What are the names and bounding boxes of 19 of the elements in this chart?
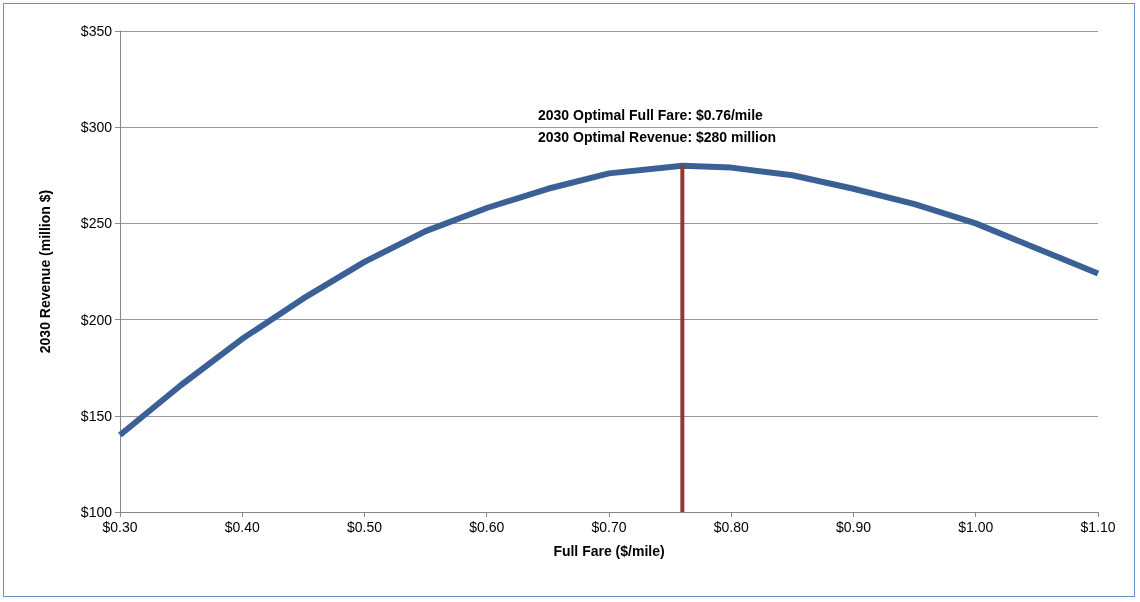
x-tick-label: $0.30: [102, 519, 138, 535]
x-tick-label: $0.40: [224, 519, 260, 535]
y-tick-label: $200: [80, 311, 113, 328]
y-axis-title: 2030 Revenue (million $): [37, 189, 53, 354]
x-tick-label: $0.90: [835, 519, 872, 535]
y-tick-label: $300: [80, 119, 113, 136]
x-tick-label: $0.60: [469, 519, 505, 535]
y-tick-label: $150: [80, 407, 113, 424]
x-axis-title: Full Fare ($/mile): [553, 543, 665, 559]
x-tick-label: $1.10: [1080, 519, 1116, 535]
x-tick-label: $0.50: [346, 519, 383, 535]
annotation: 2030 Optimal Full Fare: $0.76/mile: [538, 107, 764, 123]
x-tick-label: $0.80: [713, 519, 749, 535]
annotation: 2030 Optimal Revenue: $280 million: [538, 129, 777, 145]
y-tick-label: $350: [80, 23, 113, 39]
x-tick-label: $0.70: [591, 519, 627, 535]
x-tick-label: $1.00: [958, 519, 994, 535]
y-tick-label: $250: [80, 215, 113, 232]
y-tick-label: $100: [80, 504, 113, 520]
